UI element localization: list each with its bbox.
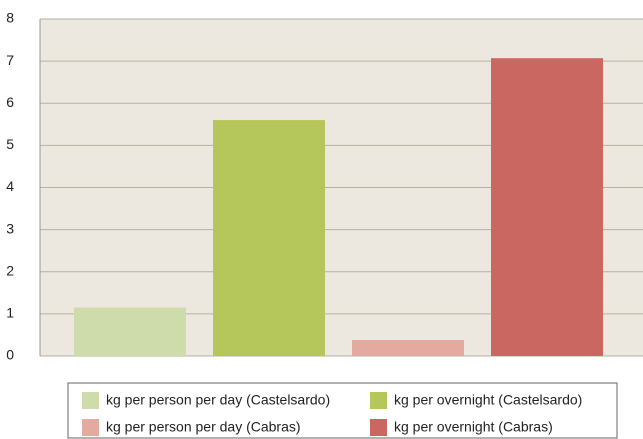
y-tick-label: 3: [6, 220, 14, 236]
bar: [74, 307, 186, 356]
bar: [352, 339, 464, 356]
y-tick-label: 2: [6, 262, 14, 278]
legend-swatch: [82, 419, 99, 436]
y-tick-label: 1: [6, 305, 14, 321]
legend-swatch: [82, 392, 99, 409]
y-tick-label: 6: [6, 94, 14, 110]
legend-label: kg per overnight (Castelsardo): [394, 392, 582, 408]
legend-label: kg per overnight (Cabras): [394, 419, 553, 435]
legend-label: kg per person per day (Cabras): [106, 419, 301, 435]
legend-swatch: [370, 392, 387, 409]
y-tick-label: 4: [6, 178, 14, 194]
y-tick-label: 8: [6, 10, 14, 26]
y-tick-label: 7: [6, 52, 14, 68]
bar: [491, 58, 603, 357]
legend-label: kg per person per day (Castelsardo): [106, 392, 330, 408]
legend-swatch: [370, 419, 387, 436]
y-tick-label: 0: [6, 347, 14, 363]
bar: [213, 120, 325, 356]
y-tick-label: 5: [6, 136, 14, 152]
legend-box: [67, 382, 618, 439]
